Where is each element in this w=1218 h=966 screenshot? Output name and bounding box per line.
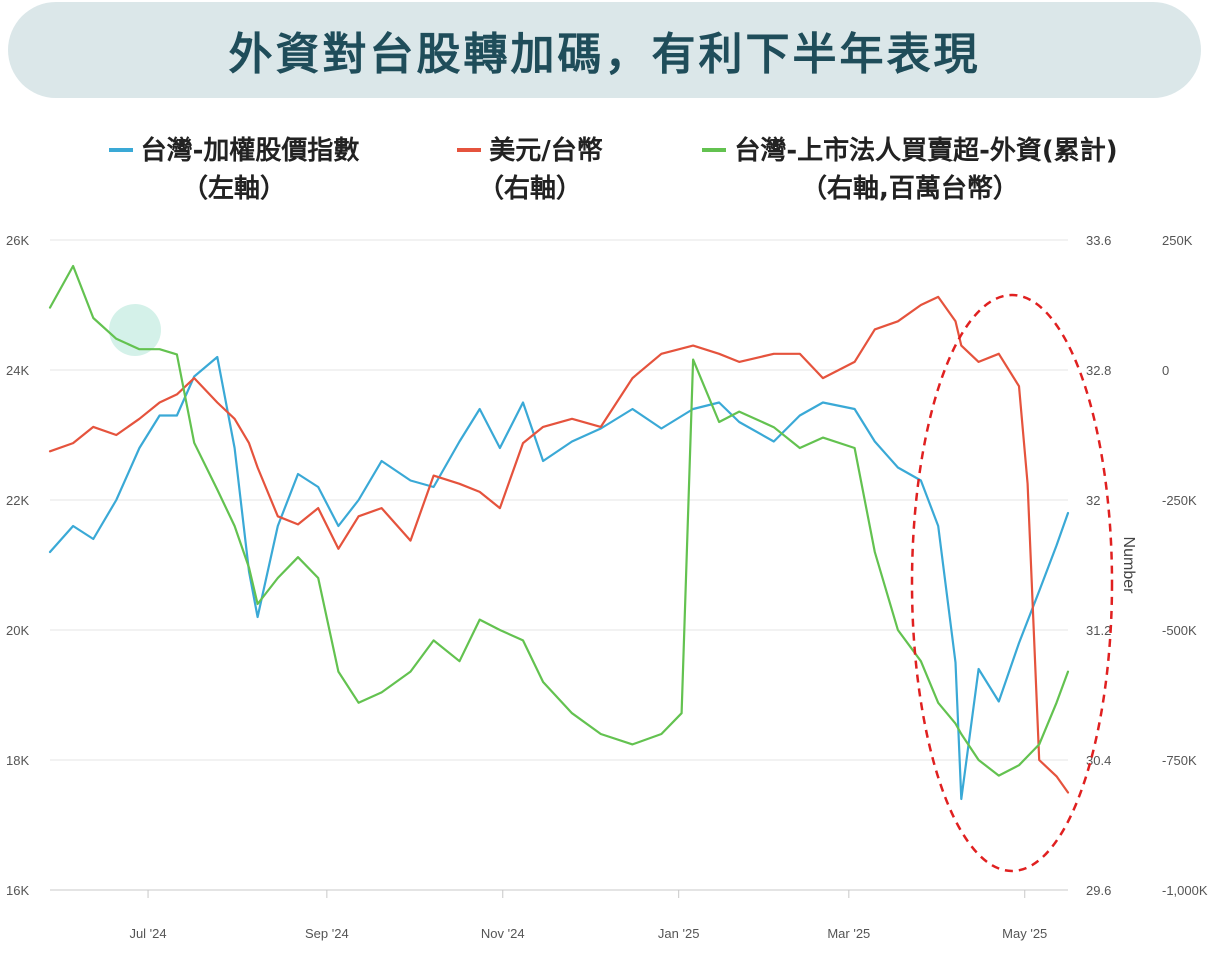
right-axis-title: Number: [1120, 537, 1137, 595]
left-tick-label: 24K: [6, 363, 29, 378]
legend-axis-taiex: （左軸）: [181, 174, 286, 204]
x-tick-label: Sep '24: [305, 926, 349, 941]
legend-swatch-usdtwd: [457, 147, 482, 152]
legend-item-usdtwd[interactable]: 美元/台幣 （右軸）: [420, 132, 640, 208]
left-tick-label: 16K: [6, 883, 29, 898]
left-tick-label: 26K: [6, 233, 29, 248]
right-tick-label-cumulative: 0: [1162, 363, 1169, 378]
legend-label-taiex: 台灣-加權股價指數: [140, 136, 360, 166]
right-tick-label-rate: 29.6: [1086, 883, 1111, 898]
series-line-2: [48, 264, 1070, 777]
legend-swatch-taiex: [108, 147, 133, 152]
right-tick-label-cumulative: -250K: [1162, 493, 1197, 508]
right-tick-label-cumulative: -1,000K: [1162, 883, 1208, 898]
right-tick-label-rate: 32: [1086, 493, 1100, 508]
right-tick-label-cumulative: -750K: [1162, 753, 1197, 768]
legend-label-usdtwd: 美元/台幣: [489, 136, 603, 166]
highlight-ellipse: [910, 293, 1114, 873]
legend-label-foreign: 台灣-上市法人買賣超-外資(累計): [734, 136, 1118, 166]
page-title: 外資對台股轉加碼，有利下半年表現: [228, 29, 981, 80]
legend-item-taiex[interactable]: 台灣-加權股價指數 （左軸）: [74, 132, 394, 208]
left-tick-label: 22K: [6, 493, 29, 508]
header-banner: 外資對台股轉加碼，有利下半年表現: [8, 2, 1201, 98]
x-tick-label: Nov '24: [481, 926, 525, 941]
right-tick-label-rate: 33.6: [1086, 233, 1111, 248]
watermark-logo-icon: [109, 304, 161, 356]
legend-axis-foreign: （右軸,百萬台幣）: [801, 174, 1019, 204]
legend-swatch-foreign: [702, 147, 727, 152]
legend-item-foreign[interactable]: 台灣-上市法人買賣超-外資(累計) （右軸,百萬台幣）: [650, 132, 1170, 208]
x-tick-label: Jul '24: [129, 926, 166, 941]
x-tick-label: Mar '25: [827, 926, 870, 941]
right-tick-label-cumulative: 250K: [1162, 233, 1193, 248]
series-line-1: [48, 295, 1070, 794]
left-tick-label: 20K: [6, 623, 29, 638]
right-tick-label-cumulative: -500K: [1162, 623, 1197, 638]
legend-axis-usdtwd: （右軸）: [477, 174, 582, 204]
left-tick-label: 18K: [6, 753, 29, 768]
series-line-0: [48, 355, 1070, 801]
right-tick-label-rate: 31.2: [1086, 623, 1111, 638]
x-tick-label: May '25: [1002, 926, 1047, 941]
right-tick-label-rate: 32.8: [1086, 363, 1111, 378]
x-tick-label: Jan '25: [658, 926, 700, 941]
